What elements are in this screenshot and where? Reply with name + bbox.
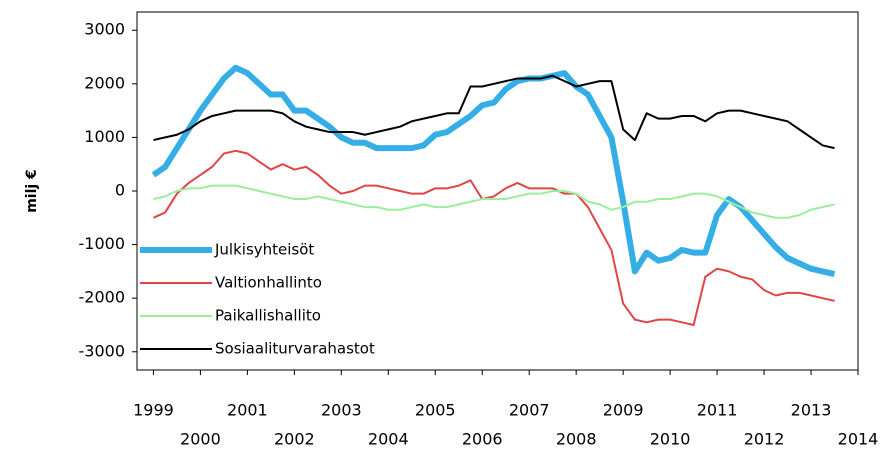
y-tick-label: 3000 [84,20,125,39]
x-tick-label: 2003 [321,401,362,420]
y-tick-label: 0 [115,181,125,200]
x-tick-label: 2014 [838,430,879,449]
x-tick-label: 2002 [274,430,315,449]
y-tick-label: 1000 [84,127,125,146]
legend-label: Julkisyhteisöt [214,241,314,259]
y-tick-label: -3000 [79,341,126,360]
x-tick-label: 2006 [462,430,503,449]
series-line [151,64,836,277]
series-line [153,149,835,326]
legend-label: Valtionhallinto [215,274,322,292]
x-tick-label: 2013 [791,401,832,420]
x-tick-label: 2001 [227,401,268,420]
x-tick-label: 2011 [697,401,738,420]
y-tick-label: -1000 [79,234,126,253]
x-tick-label: 2012 [744,430,785,449]
y-axis-label: milj € [24,169,40,213]
x-tick-label: 2004 [368,430,409,449]
series-line [153,74,835,150]
x-tick-label: 2009 [603,401,644,420]
y-tick-label: 2000 [84,73,125,92]
x-tick-label: 1999 [133,401,174,420]
x-tick-label: 2000 [180,430,221,449]
x-tick-label: 2010 [650,430,691,449]
y-tick-label: -2000 [79,288,126,307]
x-tick-label: 2005 [415,401,456,420]
x-tick-label: 2008 [556,430,597,449]
x-tick-label: 2007 [509,401,550,420]
legend-label: Paikallishallito [215,307,321,325]
series-line [153,184,835,219]
legend-label: Sosiaaliturvarahastot [215,340,375,358]
